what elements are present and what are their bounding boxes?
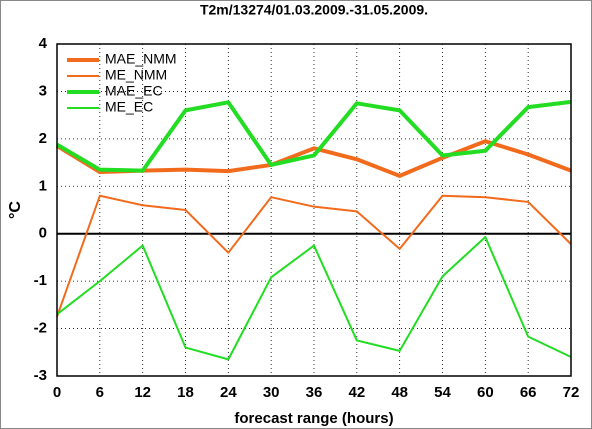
x-tick-label: 18 <box>177 384 194 401</box>
x-tick-label: 12 <box>134 384 151 401</box>
legend-label: MAE_NMM <box>105 51 177 67</box>
y-tick-label: 1 <box>39 177 47 194</box>
x-tick-label: 72 <box>563 384 580 401</box>
x-tick-label: 42 <box>348 384 365 401</box>
x-tick-label: 60 <box>477 384 494 401</box>
legend-label: ME_NMM <box>105 67 167 83</box>
y-tick-label: 2 <box>39 130 47 147</box>
y-tick-label: 3 <box>39 82 47 99</box>
x-tick-label: 36 <box>306 384 323 401</box>
x-tick-label: 6 <box>96 384 104 401</box>
legend-label: MAE_EC <box>105 83 163 99</box>
chart-title: T2m/13274/01.03.2009.-31.05.2009. <box>200 2 428 18</box>
x-tick-label: 54 <box>434 384 451 401</box>
x-tick-label: 24 <box>220 384 237 401</box>
y-axis-label: °C <box>7 201 24 219</box>
x-axis-label: forecast range (hours) <box>234 410 393 427</box>
data-line <box>56 194 572 318</box>
plot-frame <box>56 43 572 377</box>
y-tick-label: -1 <box>34 272 47 289</box>
x-tick-label: 66 <box>520 384 537 401</box>
data-line <box>55 99 572 173</box>
data-line <box>56 236 572 361</box>
x-tick-label: 0 <box>53 384 61 401</box>
y-tick-label: -3 <box>34 367 47 384</box>
y-tick-label: 4 <box>39 35 48 52</box>
y-tick-label: -2 <box>34 320 47 337</box>
x-tick-label: 48 <box>391 384 408 401</box>
y-tick-label: 0 <box>39 225 47 242</box>
x-tick-label: 30 <box>263 384 280 401</box>
legend-label: ME_EC <box>105 99 153 115</box>
